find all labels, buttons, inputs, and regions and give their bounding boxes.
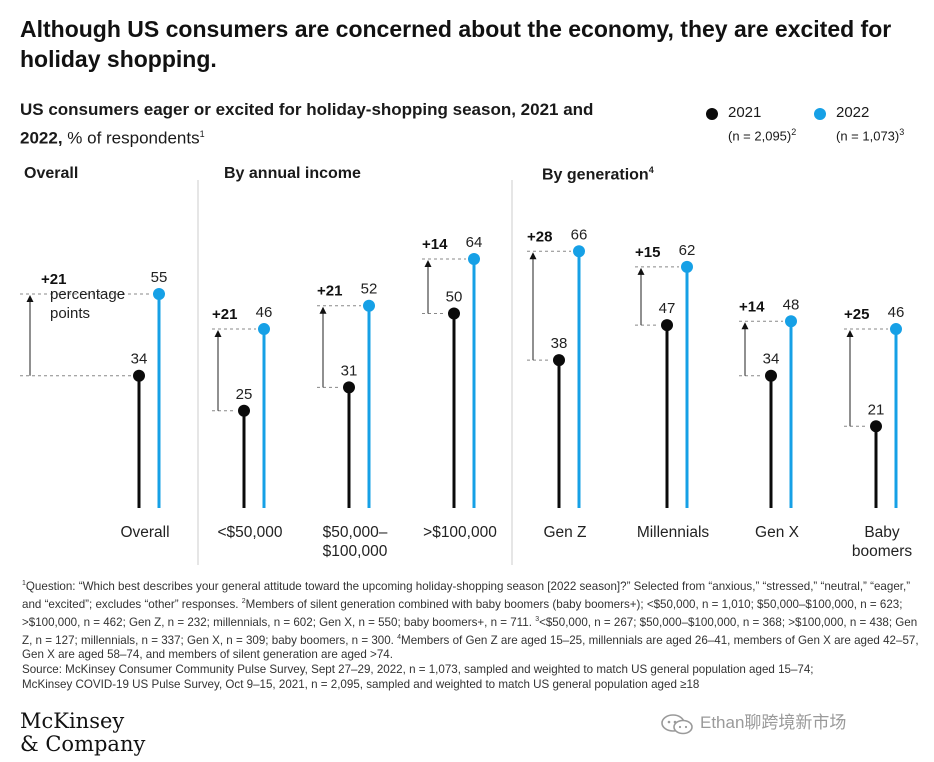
category-label: Overall	[120, 524, 169, 541]
value-label-2021: 25	[236, 386, 253, 403]
diff-arrowhead	[846, 330, 854, 338]
diff-label: +25	[844, 306, 869, 323]
legend-n-2022: (n = 1,073)3	[836, 127, 905, 144]
logo-line1: McKinsey	[20, 709, 125, 733]
category-label: >$100,000	[423, 524, 497, 541]
subtitle-unit: % of respondents	[62, 128, 200, 148]
dot-2022	[890, 323, 902, 336]
value-label-2022: 46	[888, 304, 905, 321]
category-label: $50,000–	[323, 524, 388, 541]
value-label-2022: 52	[361, 281, 378, 298]
legend-year-2021: 2021	[728, 104, 762, 121]
diff-arrowhead	[424, 260, 432, 268]
annotation-line1: percentage	[50, 286, 125, 303]
dot-2021	[343, 381, 355, 394]
chart-subtitle: US consumers eager or excited for holida…	[20, 98, 640, 151]
dot-2021	[870, 420, 882, 433]
annotation-line2: points	[50, 305, 90, 322]
category-label: <$50,000	[217, 524, 282, 541]
diff-arrowhead	[529, 252, 537, 260]
dot-2022	[785, 315, 797, 328]
dot-2021	[765, 369, 777, 382]
diff-arrowhead	[214, 330, 222, 338]
logo-line2: & Company	[20, 732, 146, 756]
value-label-2021: 31	[341, 362, 358, 379]
diff-label: +28	[527, 228, 552, 245]
category-label: Gen Z	[543, 524, 586, 541]
value-label-2021: 21	[868, 401, 885, 418]
dot-2022	[681, 260, 693, 273]
footnotes: 1Question: “Which best describes your ge…	[22, 576, 922, 692]
value-label-2022: 46	[256, 304, 273, 321]
dot-2021	[238, 404, 250, 417]
value-label-2021: 50	[446, 289, 463, 306]
value-label-2022: 55	[151, 269, 168, 286]
source-line-2: McKinsey COVID-19 US Pulse Survey, Oct 9…	[22, 678, 700, 692]
diff-label: +15	[635, 244, 660, 261]
section-title-generation: By generation4	[542, 165, 654, 184]
category-label: Baby	[864, 524, 900, 541]
value-label-2021: 47	[659, 300, 676, 317]
diff-arrowhead	[26, 295, 34, 303]
dot-2022	[153, 288, 165, 301]
dot-2022	[258, 323, 270, 336]
dot-2022	[573, 245, 585, 258]
subtitle-sup: 1	[199, 129, 205, 139]
footnote-block: 1Question: “Which best describes your ge…	[22, 579, 919, 662]
dot-2021	[661, 319, 673, 332]
diff-label: +21	[212, 306, 237, 323]
dot-2022	[363, 299, 375, 312]
legend-dot-2021	[706, 108, 718, 120]
diff-arrowhead	[319, 306, 327, 314]
dot-2021	[553, 354, 565, 367]
value-label-2022: 48	[783, 296, 800, 313]
category-label: Gen X	[755, 524, 800, 541]
legend-year-2022: 2022	[836, 104, 870, 121]
category-label: Millennials	[637, 524, 710, 541]
source-line-1: Source: McKinsey Consumer Community Puls…	[22, 663, 814, 677]
chat-bubbles-icon	[661, 713, 693, 734]
diff-arrowhead	[637, 267, 645, 275]
diff-label: +21	[41, 271, 66, 288]
category-label: $100,000	[323, 543, 388, 560]
value-label-2022: 66	[571, 226, 588, 243]
headline: Although US consumers are concerned abou…	[20, 16, 892, 72]
diff-label: +14	[422, 236, 448, 253]
value-label-2021: 34	[131, 351, 148, 368]
diff-arrowhead	[741, 322, 749, 330]
category-label: boomers	[852, 543, 913, 560]
legend-dot-2022	[814, 108, 826, 120]
section-title-income: By annual income	[224, 165, 361, 182]
value-label-2021: 38	[551, 335, 568, 352]
subtitle-bold: US consumers eager or excited for holida…	[20, 100, 594, 148]
diff-label: +14	[739, 298, 765, 315]
dot-2021	[448, 307, 460, 320]
value-label-2022: 62	[679, 242, 696, 259]
value-label-2022: 64	[466, 234, 483, 251]
section-title-overall: Overall	[24, 165, 79, 182]
dot-2021	[133, 369, 145, 382]
value-label-2021: 34	[763, 351, 780, 368]
watermark-text: Ethan聊跨境新市场	[700, 713, 847, 732]
legend-n-2021: (n = 2,095)2	[728, 127, 797, 144]
diff-label: +21	[317, 283, 342, 300]
mckinsey-logo: McKinsey & Company	[20, 710, 145, 756]
watermark: Ethan聊跨境新市场	[660, 708, 846, 735]
dot-2022	[468, 253, 480, 266]
